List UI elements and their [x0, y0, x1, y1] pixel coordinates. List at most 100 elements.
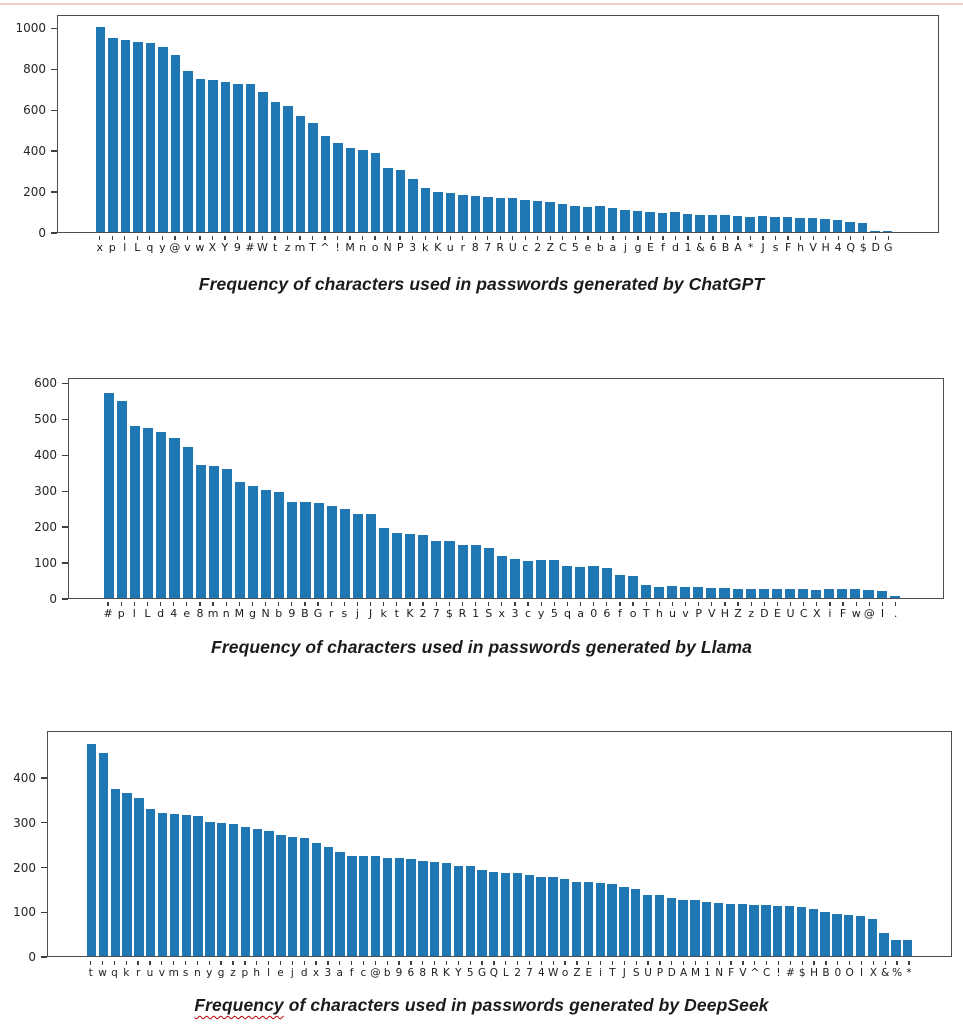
x-tick-llama: K — [405, 602, 415, 626]
x-tick-label: b — [275, 607, 283, 620]
x-tick-chatgpt: v — [183, 236, 193, 260]
x-tick-mark — [336, 236, 339, 240]
caption-llama: Frequency of characters used in password… — [211, 637, 752, 657]
bar-deepseek-63 — [832, 913, 842, 956]
bar-llama-47 — [719, 588, 730, 598]
bar-llama-23 — [405, 533, 416, 598]
x-tick-label: J — [761, 241, 765, 254]
x-tick-mark — [339, 961, 341, 965]
x-tick-deepseek: G — [477, 961, 486, 985]
x-tick-mark — [698, 602, 700, 606]
x-tick-mark — [383, 602, 385, 606]
x-tick-mark — [256, 961, 258, 965]
bar-llama-27 — [457, 544, 468, 598]
x-tick-mark — [687, 236, 689, 240]
bar-chatgpt-3 — [133, 41, 143, 232]
bar-chatgpt-63 — [882, 230, 892, 232]
bar-chatgpt-19 — [333, 142, 343, 232]
x-tick-label: J — [622, 967, 626, 979]
bar-chatgpt-13 — [258, 91, 268, 232]
x-tick-label: x — [96, 241, 104, 254]
x-tick-mark — [711, 602, 713, 606]
x-tick-llama: t — [392, 602, 402, 626]
x-tick-label: c — [525, 607, 532, 620]
x-tick-llama: m — [208, 602, 218, 626]
x-tick-label: 7 — [484, 241, 492, 254]
x-tick-chatgpt: E — [646, 236, 656, 260]
x-tick-label: L — [144, 607, 151, 620]
x-tick-deepseek: 3 — [323, 961, 332, 985]
bar-llama-33 — [536, 560, 547, 598]
x-tick-mark — [742, 961, 744, 965]
x-tick-label: * — [906, 967, 912, 979]
x-tick-deepseek: n — [193, 961, 202, 985]
bar-chatgpt-5 — [158, 47, 168, 232]
x-tick-mark — [409, 602, 411, 606]
x-tick-chatgpt: e — [583, 236, 593, 260]
bar-deepseek-1 — [98, 753, 109, 956]
bar-deepseek-12 — [228, 823, 239, 956]
bar-deepseek-43 — [595, 883, 605, 956]
bar-llama-59 — [876, 591, 887, 598]
x-tick-llama: c — [523, 602, 533, 626]
x-tick-mark — [875, 236, 877, 240]
x-tick-deepseek: f — [347, 961, 356, 985]
x-tick-label: K — [434, 241, 442, 254]
x-tick-deepseek: N — [715, 961, 724, 985]
x-tick-label: S — [485, 607, 493, 620]
x-tick-label: f — [618, 607, 622, 620]
x-tick-deepseek: 6 — [406, 961, 415, 985]
x-tick-label: g — [248, 607, 256, 620]
x-tick-deepseek: q — [110, 961, 119, 985]
x-tick-deepseek: F — [726, 961, 735, 985]
x-tick-label: # — [103, 607, 113, 620]
bar-chatgpt-34 — [520, 199, 530, 232]
x-tick-deepseek: O — [845, 961, 854, 985]
y-tick-label: 200 — [34, 520, 57, 535]
y-tick-label: 400 — [13, 771, 36, 785]
x-tick-deepseek: w — [98, 961, 107, 985]
y-tick-label: 100 — [34, 556, 57, 571]
y-tick-mark — [62, 454, 68, 456]
x-tick-label: s — [182, 967, 189, 979]
x-tick-mark — [803, 602, 805, 606]
x-tick-deepseek: 0 — [833, 961, 842, 985]
x-tick-mark — [449, 236, 451, 240]
bar-llama-7 — [195, 464, 206, 598]
bar-llama-53 — [797, 589, 809, 598]
bar-llama-31 — [509, 559, 520, 598]
y-tick-mark — [62, 382, 68, 385]
x-tick-mark — [737, 602, 739, 606]
bar-chatgpt-37 — [557, 204, 568, 232]
x-tick-label: s — [772, 241, 779, 254]
caption-rest: of characters used in passwords generate… — [283, 995, 769, 1015]
x-tick-chatgpt: C — [558, 236, 568, 260]
x-tick-label: N — [715, 967, 724, 979]
x-tick-label: C — [558, 241, 567, 254]
caption-chatgpt: Frequency of characters used in password… — [198, 274, 765, 294]
x-tick-llama: # — [103, 602, 113, 626]
x-tick-mark — [386, 961, 388, 965]
x-tick-label: R — [496, 241, 505, 254]
x-tick-mark — [562, 236, 564, 240]
x-tick-deepseek: m — [169, 961, 179, 985]
x-tick-mark — [579, 602, 582, 606]
y-tick-label: 0 — [38, 226, 46, 240]
bar-chatgpt-61 — [857, 223, 868, 232]
x-tick-label: 7 — [432, 607, 440, 620]
bar-llama-42 — [653, 586, 665, 598]
bar-llama-36 — [575, 567, 586, 598]
x-tick-chatgpt: h — [796, 236, 806, 260]
x-tick-deepseek: y — [205, 961, 214, 985]
x-tick-mark — [887, 236, 889, 240]
x-tick-label: f — [349, 967, 354, 979]
bar-llama-60 — [889, 595, 900, 598]
bar-llama-49 — [745, 588, 756, 598]
x-tick-chatgpt: 9 — [233, 236, 243, 260]
x-tick-label: 5 — [466, 967, 474, 979]
x-tick-label: & — [696, 241, 705, 254]
x-tick-mark — [606, 602, 608, 606]
x-tick-mark — [896, 961, 898, 965]
x-tick-label: g — [217, 967, 225, 979]
bar-llama-19 — [352, 513, 363, 598]
